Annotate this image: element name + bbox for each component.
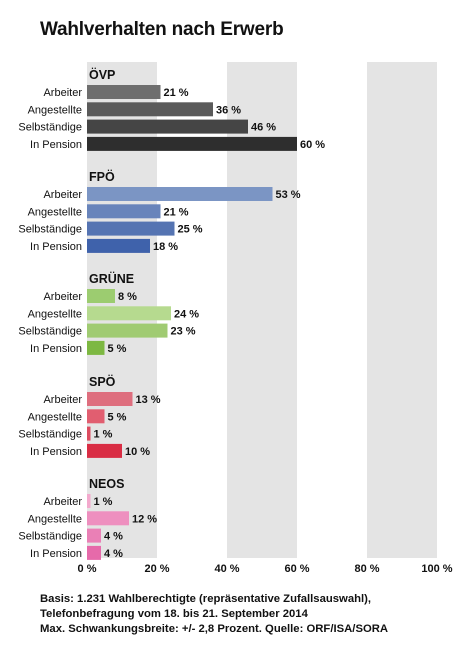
bar [87, 392, 133, 406]
bar [87, 306, 171, 321]
category-label: Selbständige [18, 531, 82, 543]
category-label: Angestellte [28, 411, 82, 423]
category-label: Arbeiter [43, 87, 82, 99]
category-label: Arbeiter [43, 394, 82, 406]
data-label: 23 % [171, 326, 196, 338]
data-label: 10 % [125, 446, 150, 458]
category-label: Angestellte [28, 104, 82, 116]
data-label: 25 % [178, 224, 203, 236]
bar [87, 409, 105, 424]
party-label: SPÖ [89, 374, 116, 389]
category-label: In Pension [30, 139, 82, 151]
category-label: Angestellte [28, 308, 82, 320]
bar [87, 323, 168, 338]
party-label: NEOS [89, 477, 124, 491]
category-label: Selbständige [18, 326, 82, 338]
bar [87, 494, 91, 508]
bar [87, 238, 150, 253]
party-label: FPÖ [89, 169, 115, 184]
data-label: 4 % [104, 548, 123, 560]
data-label: 24 % [174, 308, 199, 320]
category-label: Arbeiter [43, 496, 82, 508]
x-tick-label: 80 % [354, 563, 379, 575]
category-label: In Pension [30, 548, 82, 560]
data-label: 18 % [153, 241, 178, 253]
bar [87, 136, 297, 151]
bar [87, 289, 115, 303]
data-label: 4 % [104, 531, 123, 543]
x-tick-label: 40 % [214, 563, 239, 575]
data-label: 60 % [300, 139, 325, 151]
footnote-line-2: Telefonbefragung vom 18. bis 21. Septemb… [40, 608, 308, 620]
party-label: ÖVP [89, 67, 115, 82]
chart-footnote: Basis: 1.231 Wahlberechtigte (repräsenta… [40, 592, 460, 637]
data-label: 1 % [94, 429, 113, 441]
chart-title: Wahlverhalten nach Erwerb [40, 19, 284, 40]
grid-band [367, 62, 437, 558]
bar [87, 426, 91, 441]
data-label: 21 % [164, 206, 189, 218]
data-label: 53 % [276, 189, 301, 201]
x-tick-label: 60 % [284, 563, 309, 575]
category-label: Angestellte [28, 513, 82, 525]
category-label: Selbständige [18, 429, 82, 441]
bar [87, 85, 161, 99]
data-label: 36 % [216, 104, 241, 116]
bar [87, 340, 105, 355]
category-label: In Pension [30, 343, 82, 355]
grid-band [227, 62, 297, 558]
data-label: 1 % [94, 496, 113, 508]
category-label: Selbständige [18, 224, 82, 236]
bar [87, 204, 161, 219]
category-label: Arbeiter [43, 291, 82, 303]
data-label: 46 % [251, 122, 276, 134]
category-label: Arbeiter [43, 189, 82, 201]
bar [87, 187, 273, 201]
category-label: Selbständige [18, 122, 82, 134]
bar [87, 545, 101, 560]
x-tick-label: 20 % [144, 563, 169, 575]
data-label: 21 % [164, 87, 189, 99]
party-label: GRÜNE [89, 271, 134, 286]
bar [87, 102, 213, 117]
bar [87, 221, 175, 236]
x-tick-label: 100 % [421, 563, 452, 575]
x-tick-label: 0 % [78, 563, 97, 575]
category-label: In Pension [30, 241, 82, 253]
bar [87, 511, 129, 526]
data-label: 8 % [118, 291, 137, 303]
data-label: 12 % [132, 513, 157, 525]
bar [87, 443, 122, 458]
data-label: 5 % [108, 411, 127, 423]
category-label: Angestellte [28, 206, 82, 218]
footnote-line-1: Basis: 1.231 Wahlberechtigte (repräsenta… [40, 593, 372, 605]
bar [87, 119, 248, 134]
data-label: 13 % [136, 394, 161, 406]
bar [87, 528, 101, 543]
category-label: In Pension [30, 446, 82, 458]
footnote-line-3: Max. Schwankungsbreite: +/- 2,8 Prozent.… [40, 623, 389, 635]
data-label: 5 % [108, 343, 127, 355]
